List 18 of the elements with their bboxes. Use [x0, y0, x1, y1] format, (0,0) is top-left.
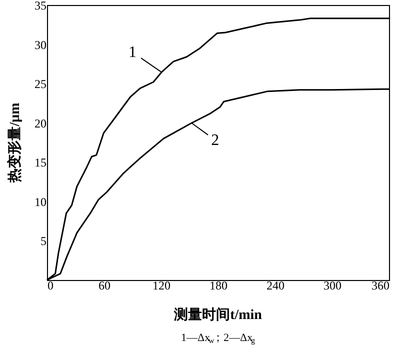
x-tick-label: 180 — [210, 278, 228, 292]
x-tick-label: 300 — [324, 278, 342, 292]
y-tick-label: 25 — [34, 77, 46, 92]
y-axis-title: 热变形量/μm — [6, 102, 23, 184]
y-tick-label: 10 — [34, 194, 46, 209]
x-tick-label: 240 — [266, 278, 284, 292]
y-tick-label: 5 — [40, 234, 46, 248]
y-tick-label: 20 — [34, 116, 46, 130]
x-tick-label: 120 — [152, 278, 170, 292]
x-tick-label: 360 — [372, 278, 390, 292]
x-tick-label: 0 — [48, 278, 54, 292]
x-axis-title: 测量时间t/min — [173, 307, 262, 323]
y-tick-label: 30 — [34, 38, 46, 52]
annotation: 2 — [211, 132, 220, 150]
y-tick-label: 35 — [34, 0, 46, 12]
x-tick-label: 60 — [98, 278, 110, 292]
y-tick-label: 15 — [34, 156, 46, 170]
annotation: 1 — [128, 44, 136, 62]
